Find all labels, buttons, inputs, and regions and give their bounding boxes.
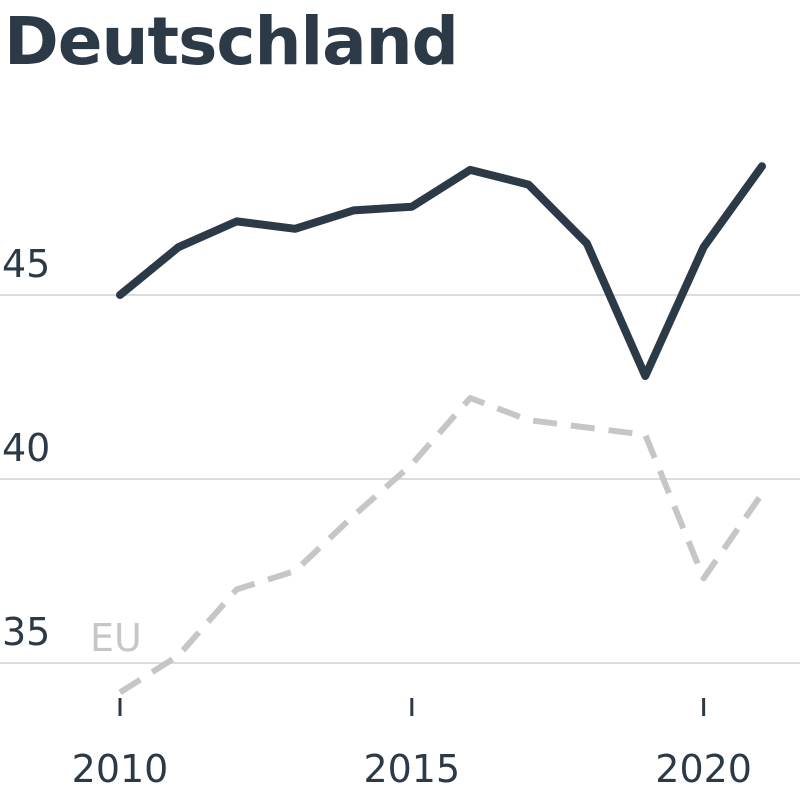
x-tick-label-2020: 2020	[655, 747, 752, 791]
y-tick-label-35: 35	[2, 610, 50, 654]
x-tick-label-2010: 2010	[72, 747, 169, 791]
series-line-eu	[118, 395, 765, 695]
y-tick-label-40: 40	[2, 426, 50, 470]
series-line-main	[116, 162, 766, 380]
series-label-eu: EU	[90, 616, 142, 660]
gridlines	[0, 294, 800, 664]
x-tick-label-2015: 2015	[363, 747, 460, 791]
x-axis-ticks: 2010 2015 2020	[72, 698, 752, 791]
y-axis-tick-labels: 35 40 45	[2, 242, 50, 654]
series-labels: EU	[90, 616, 142, 660]
y-tick-label-45: 45	[2, 242, 50, 286]
series-lines	[116, 162, 766, 695]
chart-title: Deutschland	[4, 3, 459, 80]
